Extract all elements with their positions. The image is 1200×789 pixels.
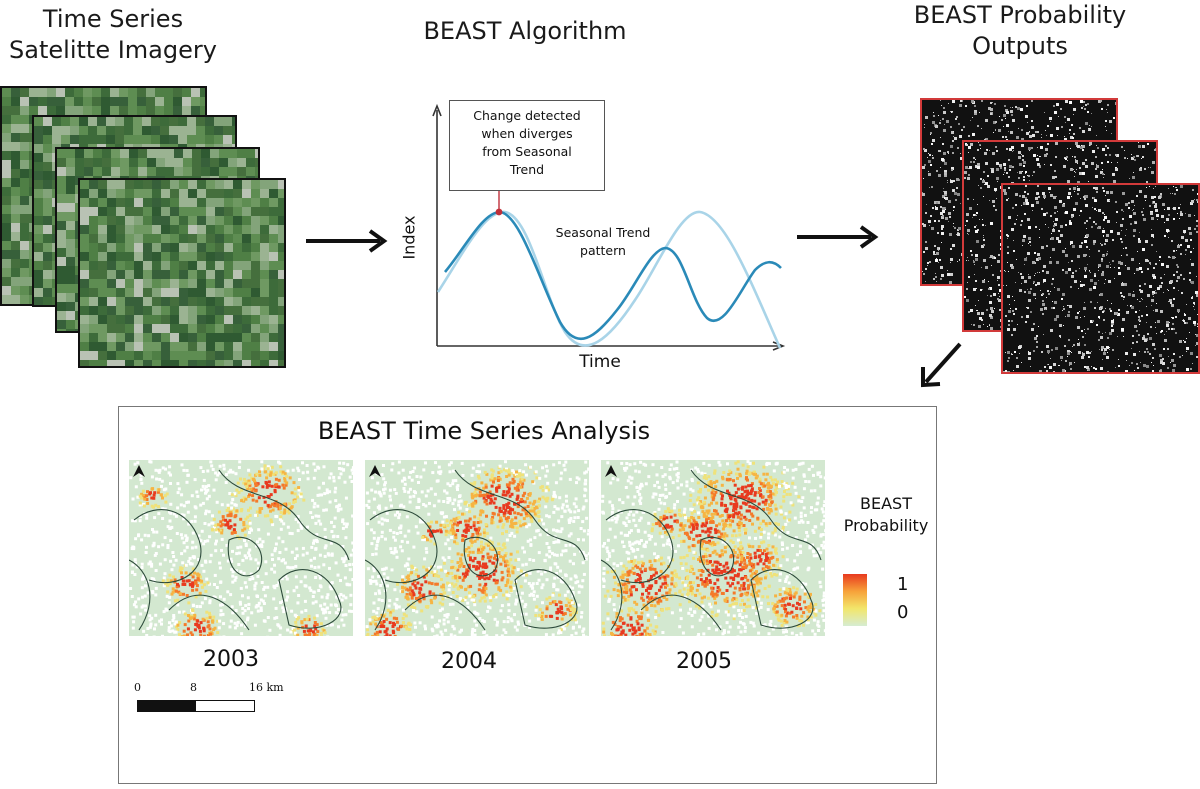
probability-map bbox=[129, 460, 353, 636]
flow-arrow-down-left-icon bbox=[921, 342, 962, 388]
seasonal-trend-label-line1: Seasonal Trend bbox=[555, 225, 651, 240]
scale-label-0: 0 bbox=[134, 681, 141, 694]
stage2-title: BEAST Algorithm bbox=[423, 17, 627, 45]
north-arrow-icon bbox=[605, 465, 617, 477]
north-arrow-icon bbox=[133, 465, 145, 477]
legend-title-line2: Probability bbox=[843, 516, 929, 535]
stage1-title-line2: Satelitte Imagery bbox=[9, 36, 217, 64]
stage1-title: Time Series Satelitte Imagery bbox=[0, 4, 226, 66]
satellite-image-tile-4 bbox=[78, 178, 286, 368]
probability-map bbox=[601, 460, 825, 636]
legend-title-line1: BEAST bbox=[860, 494, 912, 513]
stage3-title-line2: Outputs bbox=[972, 32, 1068, 60]
x-axis-label: Time bbox=[579, 352, 621, 372]
callout-line-4: Trend bbox=[509, 162, 545, 177]
probability-output-pixels bbox=[1003, 185, 1198, 372]
map-2003 bbox=[129, 460, 353, 636]
legend-max-label: 1 bbox=[897, 574, 909, 595]
scale-bar-dark-segment bbox=[138, 701, 196, 711]
stage3-title-line1: BEAST Probability bbox=[913, 1, 1127, 29]
analysis-panel: BEAST Time Series Analysis 2003 2004 200… bbox=[118, 406, 937, 784]
stage3-title: BEAST Probability Outputs bbox=[880, 0, 1160, 62]
callout-line-3: from Seasonal bbox=[482, 144, 572, 159]
map-2005 bbox=[601, 460, 825, 636]
change-detected-callout: Change detected when diverges from Seaso… bbox=[449, 100, 605, 191]
probability-output-tile-3 bbox=[1001, 183, 1200, 374]
north-arrow-icon bbox=[369, 465, 381, 477]
scale-bar bbox=[137, 700, 255, 712]
scale-label-8: 8 bbox=[190, 681, 197, 694]
change-point-marker bbox=[495, 208, 503, 216]
flow-arrow-right-icon bbox=[797, 225, 879, 249]
legend-min-label: 0 bbox=[897, 602, 909, 623]
year-label-2004: 2004 bbox=[441, 649, 497, 674]
seasonal-trend-label: Seasonal Trend pattern bbox=[548, 224, 658, 260]
map-2004 bbox=[365, 460, 589, 636]
legend-title: BEAST Probability bbox=[834, 493, 938, 537]
y-axis-arrowhead-icon bbox=[432, 103, 442, 117]
satellite-image-pixels bbox=[80, 180, 284, 366]
legend-color-ramp bbox=[843, 574, 867, 626]
analysis-title: BEAST Time Series Analysis bbox=[317, 417, 651, 445]
callout-line-1: Change detected bbox=[473, 108, 581, 123]
year-label-2005: 2005 bbox=[676, 649, 732, 674]
seasonal-trend-label-line2: pattern bbox=[580, 243, 626, 258]
callout-line-2: when diverges bbox=[481, 126, 573, 141]
scale-label-16km: 16 km bbox=[249, 681, 284, 694]
stage1-title-line1: Time Series bbox=[42, 5, 184, 33]
beast-curve-diagram bbox=[432, 103, 786, 351]
observed-series-curve bbox=[444, 210, 782, 341]
y-axis-label: Index bbox=[399, 215, 419, 260]
flow-arrow-right-icon bbox=[306, 229, 388, 253]
year-label-2003: 2003 bbox=[203, 647, 259, 672]
x-axis-arrowhead-icon bbox=[772, 341, 786, 351]
probability-map bbox=[365, 460, 589, 636]
